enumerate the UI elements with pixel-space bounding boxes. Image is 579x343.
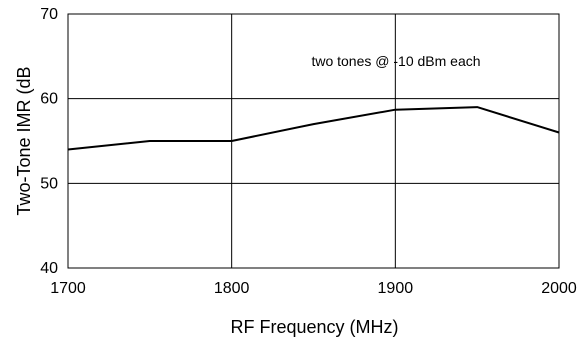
y-tick-label: 50	[40, 175, 58, 192]
plot-area	[67, 13, 560, 269]
series-layer	[67, 106, 560, 151]
x-tick-label: 2000	[541, 280, 577, 297]
y-tick-label: 60	[40, 91, 58, 108]
y-tick-label: 70	[40, 6, 58, 23]
series-line	[67, 106, 560, 151]
x-axis-tick-labels: 1700 1800 1900 2000	[50, 280, 577, 297]
x-axis-label: RF Frequency (MHz)	[230, 317, 398, 337]
y-axis-label: Two-Tone IMR (dB	[14, 66, 34, 215]
y-tick-label: 40	[40, 260, 58, 277]
chart-annotation: two tones @ -10 dBm each	[311, 53, 480, 69]
y-axis-tick-labels: 40 50 60 70	[40, 6, 58, 277]
x-tick-label: 1700	[50, 280, 86, 297]
x-tick-label: 1800	[214, 280, 250, 297]
x-tick-label: 1900	[378, 280, 414, 297]
